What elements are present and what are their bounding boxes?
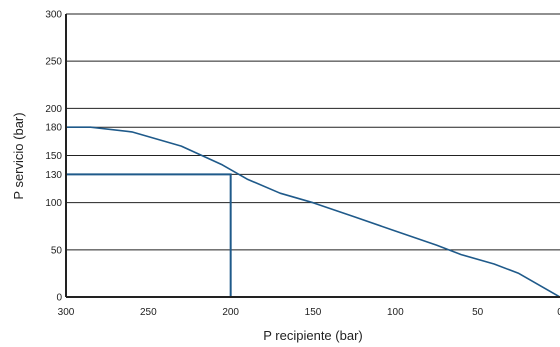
series-line-0 (66, 126, 560, 298)
x-tick-labels: 300 250 200 150 100 50 0 (58, 307, 560, 318)
x-tick-label-100: 100 (387, 307, 404, 318)
y-tick-label-100: 100 (45, 198, 62, 209)
y-tick-label-50: 50 (51, 245, 63, 256)
data-layer (66, 126, 560, 298)
axes (65, 14, 560, 298)
y-tick-label-200: 200 (45, 104, 62, 115)
y-tick-label-0: 0 (56, 293, 62, 304)
x-axis-label: P recipiente (bar) (263, 328, 362, 343)
x-tick-label-150: 150 (305, 307, 322, 318)
annotation-guide-line (66, 173, 232, 297)
y-tick-label-250: 250 (45, 57, 62, 68)
x-tick-label-200: 200 (222, 307, 239, 318)
y-tick-label-300: 300 (45, 10, 62, 21)
x-tick-label-300: 300 (58, 307, 75, 318)
y-axis-label: P servicio (bar) (11, 112, 26, 199)
y-tick-label-130: 130 (45, 170, 62, 181)
y-tick-label-150: 150 (45, 151, 62, 162)
x-tick-label-250: 250 (140, 307, 157, 318)
y-tick-label-180: 180 (45, 123, 62, 134)
gridlines (66, 13, 560, 251)
x-tick-label-0: 0 (557, 307, 560, 318)
x-tick-label-50: 50 (472, 307, 484, 318)
y-tick-labels: 0 50 100 130 150 180 200 250 300 (45, 10, 62, 304)
